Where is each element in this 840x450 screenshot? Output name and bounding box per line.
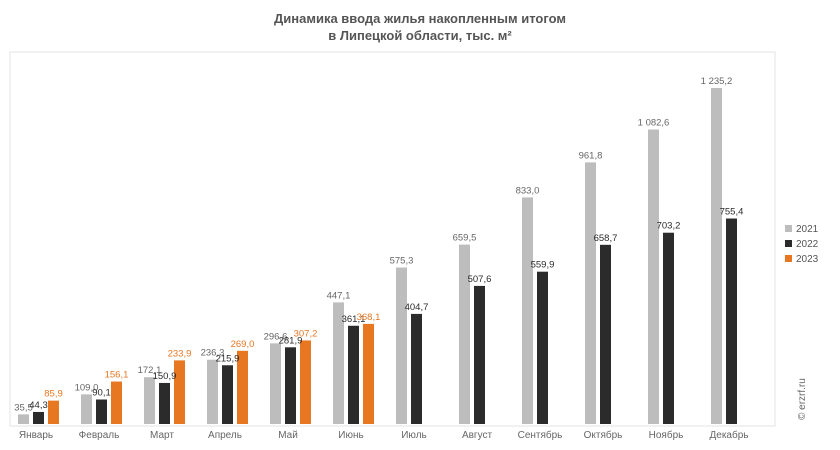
bar-2021-4 bbox=[207, 359, 218, 424]
bar-2023-6 bbox=[363, 323, 374, 424]
bar-2021-9 bbox=[522, 197, 533, 424]
bar-2022-8 bbox=[474, 285, 485, 424]
value-label-2023-1: 85,9 bbox=[44, 389, 63, 400]
bar-2021-12 bbox=[711, 88, 722, 424]
bar-2021-3 bbox=[144, 377, 155, 424]
value-label-2022-1: 44,3 bbox=[29, 400, 48, 411]
category-label-4: Апрель bbox=[208, 430, 242, 441]
value-label-2022-3: 150,9 bbox=[153, 371, 177, 382]
bar-2021-6 bbox=[333, 302, 344, 424]
bar-2021-10 bbox=[585, 162, 596, 424]
category-label-1: Январь bbox=[19, 430, 53, 441]
bar-2022-1 bbox=[33, 411, 44, 424]
bar-2022-12 bbox=[726, 218, 737, 424]
category-labels-group: Январь Февраль Март Апрель Май Июнь Июль Август… bbox=[19, 429, 749, 441]
legend-label-2023: 2023 bbox=[796, 254, 819, 265]
value-label-2021-9: 833,0 bbox=[516, 185, 540, 196]
value-label-2021-1: 35,5 bbox=[14, 402, 33, 413]
value-label-2022-9: 559,9 bbox=[531, 260, 555, 271]
value-label-2021-11: 1 082,6 bbox=[638, 118, 670, 129]
category-label-8: Август bbox=[462, 430, 493, 441]
category-label-2: Февраль bbox=[79, 430, 120, 441]
bars-group bbox=[18, 88, 737, 424]
bar-2021-1 bbox=[18, 414, 29, 424]
value-label-2022-2: 90,1 bbox=[92, 387, 111, 398]
value-label-2022-4: 215,9 bbox=[216, 353, 240, 364]
value-label-2021-12: 1 235,2 bbox=[701, 76, 733, 87]
value-label-2023-6: 368,1 bbox=[357, 312, 381, 323]
value-label-2021-6: 447,1 bbox=[327, 290, 351, 301]
category-label-6: Июнь bbox=[338, 430, 363, 441]
category-label-9: Сентябрь bbox=[518, 429, 563, 441]
category-label-3: Март bbox=[150, 430, 174, 441]
value-label-2021-7: 575,3 bbox=[390, 256, 414, 267]
bar-2022-6 bbox=[348, 325, 359, 424]
bar-2023-3 bbox=[174, 360, 185, 424]
value-label-2021-2: 109,0 bbox=[75, 382, 99, 393]
bar-2022-9 bbox=[537, 271, 548, 424]
value-label-2022-11: 703,2 bbox=[657, 221, 681, 232]
value-label-2022-5: 281,9 bbox=[279, 335, 303, 346]
chart-title-line1: Динамика ввода жилья накопленным итогом bbox=[274, 11, 566, 26]
chart-title-line2: в Липецкой области, тыс. м² bbox=[328, 28, 512, 43]
legend-swatch-2021 bbox=[785, 225, 792, 232]
value-label-2022-7: 404,7 bbox=[405, 302, 429, 313]
bar-2021-7 bbox=[396, 267, 407, 424]
bar-2023-4 bbox=[237, 350, 248, 424]
bar-2023-2 bbox=[111, 381, 122, 424]
plot-frame bbox=[9, 51, 776, 427]
bar-2021-2 bbox=[81, 394, 92, 424]
legend-label-2021: 2021 bbox=[796, 224, 819, 235]
legend: 2021 2022 2023 bbox=[785, 224, 819, 265]
value-label-2021-5: 296,6 bbox=[264, 331, 288, 342]
value-label-2022-12: 755,4 bbox=[720, 207, 744, 218]
bar-2022-7 bbox=[411, 313, 422, 424]
value-label-2022-10: 658,7 bbox=[594, 233, 618, 244]
bar-2023-5 bbox=[300, 340, 311, 424]
bar-2022-4 bbox=[222, 365, 233, 424]
category-label-5: Май bbox=[278, 430, 298, 441]
watermark: © erzrf.ru bbox=[797, 378, 808, 420]
category-label-10: Октябрь bbox=[584, 429, 623, 441]
value-label-2022-8: 507,6 bbox=[468, 274, 492, 285]
chart-title: Динамика ввода жилья накопленным итогом … bbox=[0, 10, 840, 44]
value-label-2023-3: 233,9 bbox=[168, 348, 192, 359]
bar-2022-11 bbox=[663, 232, 674, 424]
bar-2022-3 bbox=[159, 382, 170, 424]
category-label-12: Декабрь bbox=[710, 429, 749, 441]
category-label-7: Июль bbox=[401, 430, 427, 441]
value-label-2021-8: 659,5 bbox=[453, 233, 477, 244]
value-label-2023-2: 156,1 bbox=[105, 370, 129, 381]
bar-2022-5 bbox=[285, 347, 296, 424]
legend-label-2022: 2022 bbox=[796, 239, 819, 250]
bar-2021-5 bbox=[270, 343, 281, 424]
value-label-2023-5: 307,2 bbox=[294, 328, 318, 339]
value-label-2021-4: 236,3 bbox=[201, 348, 225, 359]
bar-2022-2 bbox=[96, 399, 107, 424]
value-label-2022-6: 361,1 bbox=[342, 314, 366, 325]
value-label-2021-10: 961,8 bbox=[579, 150, 603, 161]
legend-swatch-2023 bbox=[785, 255, 792, 262]
bar-2022-10 bbox=[600, 244, 611, 424]
bar-2021-8 bbox=[459, 244, 470, 424]
category-label-11: Ноябрь bbox=[649, 429, 684, 441]
value-label-2021-3: 172,1 bbox=[138, 365, 162, 376]
value-label-2023-4: 269,0 bbox=[231, 339, 255, 350]
bar-2023-1 bbox=[48, 400, 59, 424]
bar-2021-11 bbox=[648, 129, 659, 424]
legend-swatch-2022 bbox=[785, 240, 792, 247]
